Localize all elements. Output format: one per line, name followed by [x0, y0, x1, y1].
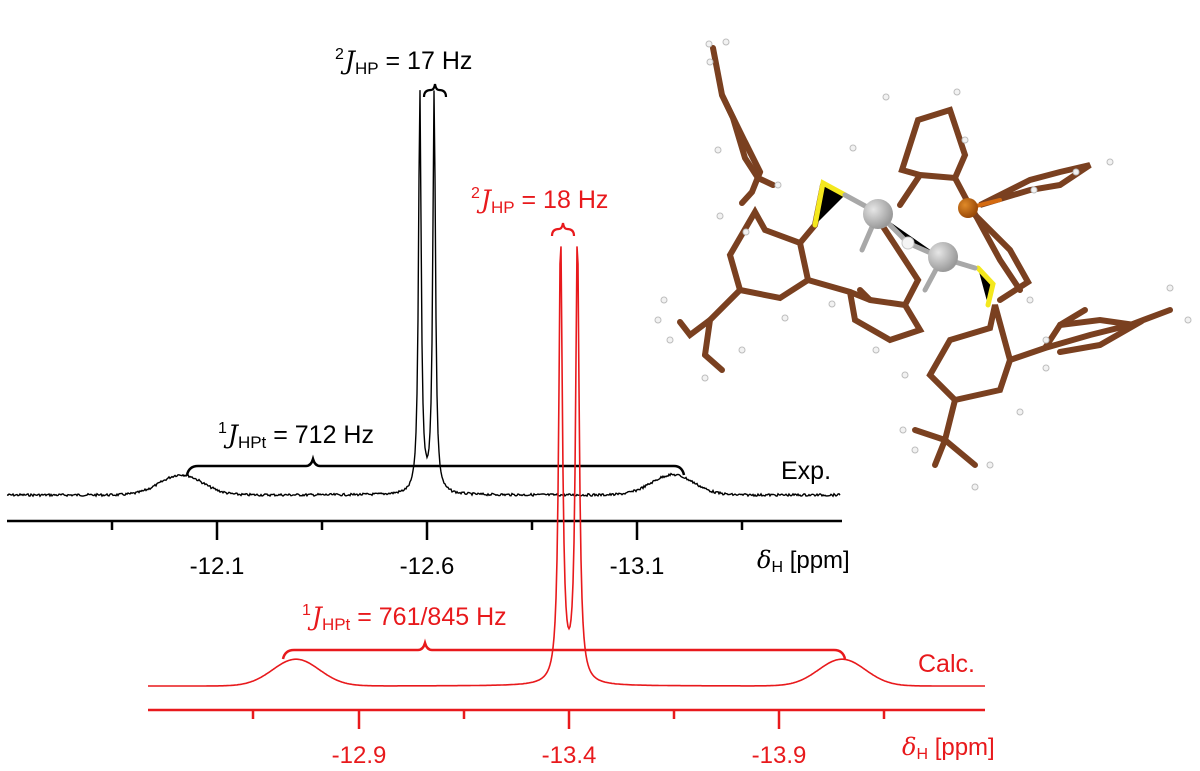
calculated-ticks: [251, 710, 886, 729]
exp-series-label: Exp.: [781, 457, 832, 485]
pt-atom-2: [928, 242, 958, 272]
calc-2j-brace: [550, 222, 576, 237]
exp-x-axis-label: δH [ppm]: [757, 546, 850, 576]
p-atom: [958, 198, 978, 218]
experimental-ticks: [110, 521, 744, 540]
exp-2j-brace: [422, 83, 448, 98]
pt-atom-1: [863, 199, 893, 229]
exp-tick-label: -13.1: [609, 553, 665, 580]
molecule-model: [654, 38, 1192, 491]
calc-series-label: Calc.: [918, 650, 975, 678]
calc-1j-label: 1JHPt = 761/845 Hz: [302, 602, 507, 634]
exp-1j-label: 1JHPt = 712 Hz: [218, 420, 374, 452]
calc-tick-label: -13.4: [541, 742, 597, 769]
calc-1j-bracket: [281, 638, 847, 660]
exp-1j-bracket: [185, 454, 686, 476]
exp-tick-label: -12.6: [399, 553, 455, 580]
calc-tick-label: -13.9: [751, 742, 807, 769]
experimental-trace: [6, 90, 841, 498]
calc-tick-label: -12.9: [331, 742, 387, 769]
calculated-spectrum: [148, 222, 985, 729]
calculated-trace: [148, 246, 985, 687]
experimental-spectrum: [6, 83, 842, 540]
exp-tick-label: -12.1: [189, 553, 245, 580]
calc-x-axis-label: δH [ppm]: [902, 733, 995, 763]
calc-2j-label: 2JHP = 18 Hz: [471, 185, 609, 217]
exp-2j-label: 2JHP = 17 Hz: [335, 46, 473, 78]
